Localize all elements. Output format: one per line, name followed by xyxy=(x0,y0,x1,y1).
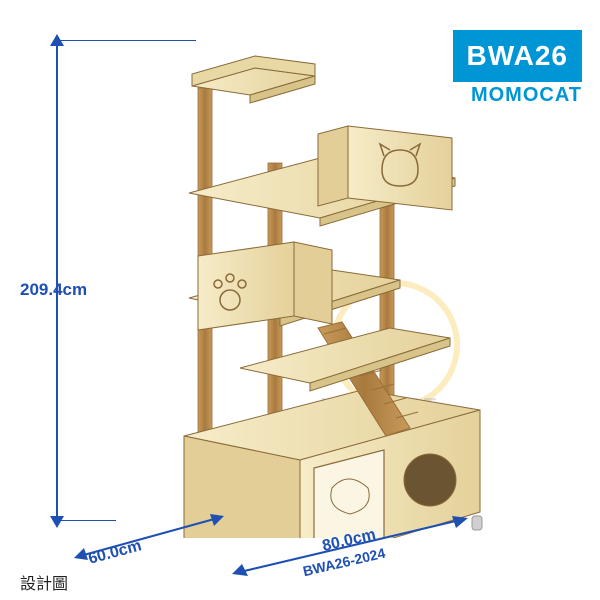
product-illustration xyxy=(80,18,500,538)
dim-width-line xyxy=(230,510,480,590)
product-code: BWA26 xyxy=(467,40,568,72)
dim-height-arrow-bot xyxy=(50,516,64,528)
footer-label: 設計圖 xyxy=(20,570,68,594)
dim-height-value: 209.4cm xyxy=(20,280,87,300)
product-code-badge: BWA26 xyxy=(453,30,582,82)
dim-height-ext-top xyxy=(56,40,196,41)
brand-label: MOMOCAT xyxy=(471,84,582,107)
